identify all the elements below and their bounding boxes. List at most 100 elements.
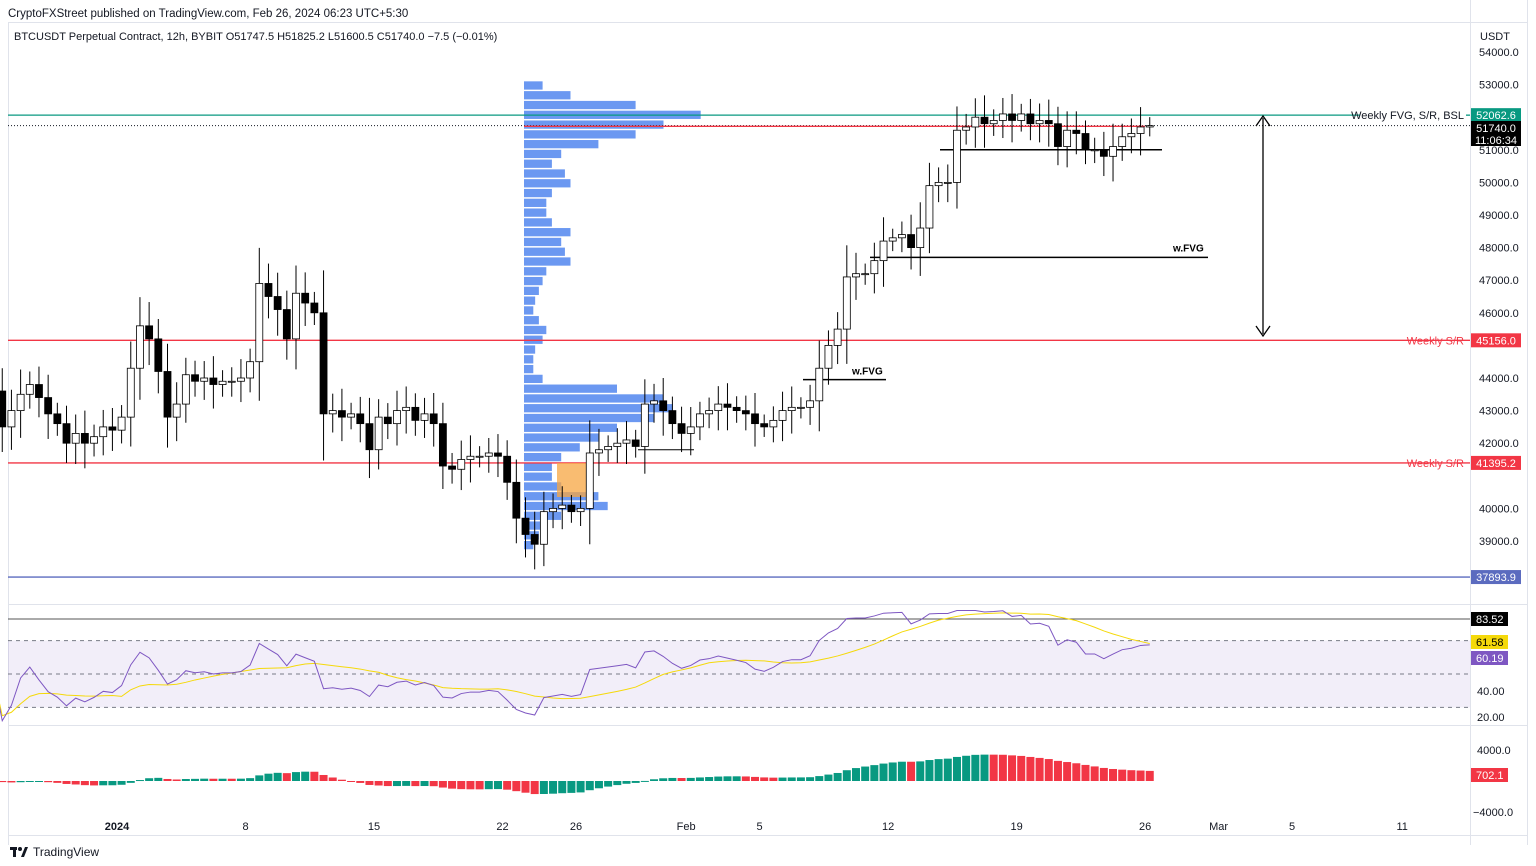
oscillator-bar	[246, 778, 255, 781]
oscillator-bar	[549, 781, 558, 794]
candle-up	[393, 410, 401, 425]
candle-down	[659, 400, 668, 412]
volume-profile-bar	[524, 91, 571, 100]
oscillator-bar	[347, 781, 356, 782]
candle-up	[934, 181, 943, 187]
candle-up	[237, 377, 245, 382]
rsi-tick-label: 20.00	[1477, 712, 1505, 724]
oscillator-bar	[99, 781, 108, 786]
osc-tick-label: −4000.0	[1473, 807, 1513, 819]
candle-down	[1099, 149, 1108, 157]
oscillator-bar	[732, 776, 741, 781]
oscillator-bar	[135, 780, 144, 782]
oscillator-bar	[934, 759, 943, 781]
time-tick-label: 15	[368, 821, 380, 833]
oscillator-bar	[310, 771, 319, 781]
candle-down	[530, 534, 539, 545]
candle-up	[833, 328, 842, 346]
oscillator-bar	[842, 770, 851, 781]
osc-tick-label: 4000.0	[1477, 745, 1511, 757]
volume-profile-bar	[524, 130, 636, 139]
oscillator-bar	[191, 778, 200, 781]
oscillator-bar	[255, 775, 264, 781]
osc-value-text: 702.1	[1476, 770, 1504, 782]
level-price-tag	[1471, 455, 1521, 470]
oscillator-bar	[769, 777, 778, 781]
time-tick-label: 19	[1011, 821, 1023, 833]
price-tick-label: 40000.0	[1479, 503, 1519, 515]
candle-up	[897, 234, 906, 239]
candle-down	[145, 325, 154, 340]
volume-profile-bar	[524, 179, 571, 188]
oscillator-bar	[1118, 769, 1127, 781]
candle-down	[154, 338, 163, 372]
candle-down	[44, 397, 53, 415]
time-axis-border	[8, 835, 1528, 836]
candle-down	[264, 283, 273, 297]
oscillator-bar	[631, 781, 640, 783]
candle-up	[99, 426, 108, 438]
candle-up	[852, 273, 860, 278]
volume-profile-bar	[524, 541, 534, 550]
oscillator-bar	[273, 772, 282, 781]
oscillator-bar	[943, 758, 952, 781]
candle-down	[751, 413, 759, 425]
candle-up	[705, 410, 714, 415]
oscillator-bar	[796, 777, 805, 781]
volume-profile-bar	[524, 247, 565, 256]
oscillator-bar	[512, 781, 521, 792]
candle-down	[429, 413, 438, 425]
oscillator-bar	[1008, 755, 1017, 781]
candle-down	[356, 413, 365, 425]
volume-profile-bar	[524, 286, 539, 295]
volume-profile-bar	[524, 159, 552, 168]
volume-profile-bar	[524, 521, 543, 530]
price-tick-label: 46000.0	[1479, 308, 1519, 320]
candle-up	[1109, 146, 1117, 157]
oscillator-bar	[218, 778, 227, 781]
candle-up	[622, 439, 631, 444]
candle-down	[567, 504, 576, 513]
candle-up	[971, 116, 980, 128]
time-tick-label: Mar	[1209, 821, 1228, 833]
candle-up	[1136, 126, 1145, 134]
oscillator-bar	[484, 781, 493, 790]
left-border	[8, 22, 9, 845]
oscillator-bar	[154, 777, 163, 781]
candle-up	[172, 403, 181, 418]
candle-down	[209, 377, 218, 385]
candle-up	[888, 237, 897, 242]
oscillator-bar	[787, 777, 796, 781]
oscillator-bar	[705, 777, 714, 781]
candle-up	[640, 403, 649, 447]
volume-profile-bar	[524, 296, 536, 305]
symbol-ohlc-legend[interactable]: BTCUSDT Perpetual Contract, 12h, BYBIT O…	[14, 31, 498, 43]
oscillator-bar	[567, 781, 576, 793]
level-price-tag	[1471, 108, 1521, 123]
candle-down	[521, 517, 530, 535]
level-label: Weekly S/R	[1407, 335, 1464, 347]
candle-up	[842, 276, 851, 330]
oscillator-bar	[71, 781, 80, 785]
oscillator-bar	[952, 756, 961, 781]
oscillator-bar	[337, 779, 346, 781]
rsi-line	[0, 610, 1150, 723]
oscillator-bar	[282, 773, 291, 781]
tradingview-logo[interactable]: TradingView	[10, 845, 99, 859]
oscillator-bar	[7, 781, 16, 783]
oscillator-bar	[815, 776, 824, 781]
candle-down	[512, 481, 521, 519]
candle-down	[448, 465, 456, 470]
candle-up	[539, 511, 548, 545]
candle-up	[604, 446, 613, 451]
candle-up	[1145, 125, 1154, 128]
oscillator-bar	[962, 755, 971, 781]
time-tick-label: 8	[242, 821, 248, 833]
oscillator-bar	[475, 781, 484, 790]
rsi-ma-line	[0, 612, 1150, 717]
candle-up	[200, 377, 209, 382]
oscillator-bar	[0, 781, 7, 783]
oscillator-bar	[80, 781, 89, 786]
level-price-tag	[1471, 333, 1521, 348]
